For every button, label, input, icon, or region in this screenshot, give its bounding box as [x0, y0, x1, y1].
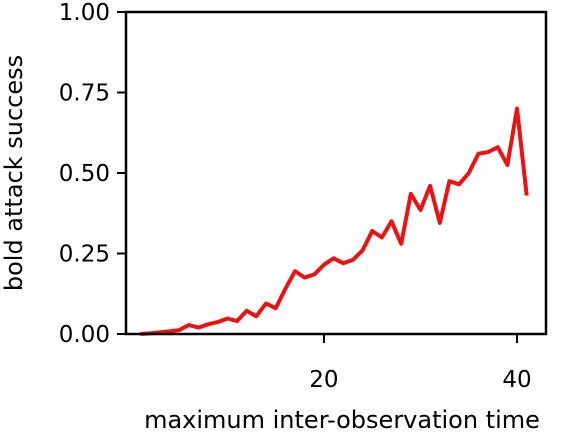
series-line-0 — [140, 106, 529, 336]
x-tick-label: 40 — [502, 367, 531, 393]
y-tick-label: 0.50 — [59, 161, 110, 187]
x-tick-label: 20 — [309, 367, 338, 393]
plot-area — [140, 106, 529, 336]
x-axis-label: maximum inter-observation time — [144, 406, 540, 434]
y-tick-label: 0.00 — [59, 322, 110, 348]
axes-frame — [124, 10, 548, 336]
y-tick-label: 1.00 — [59, 0, 110, 26]
y-tick-label: 0.75 — [59, 81, 110, 107]
y-axis: 0.00 0.25 0.50 0.75 1.00 — [59, 0, 126, 348]
y-tick-label: 0.25 — [59, 242, 110, 268]
y-axis-label: bold attack success — [0, 55, 28, 291]
x-axis: 20 40 — [309, 334, 532, 393]
